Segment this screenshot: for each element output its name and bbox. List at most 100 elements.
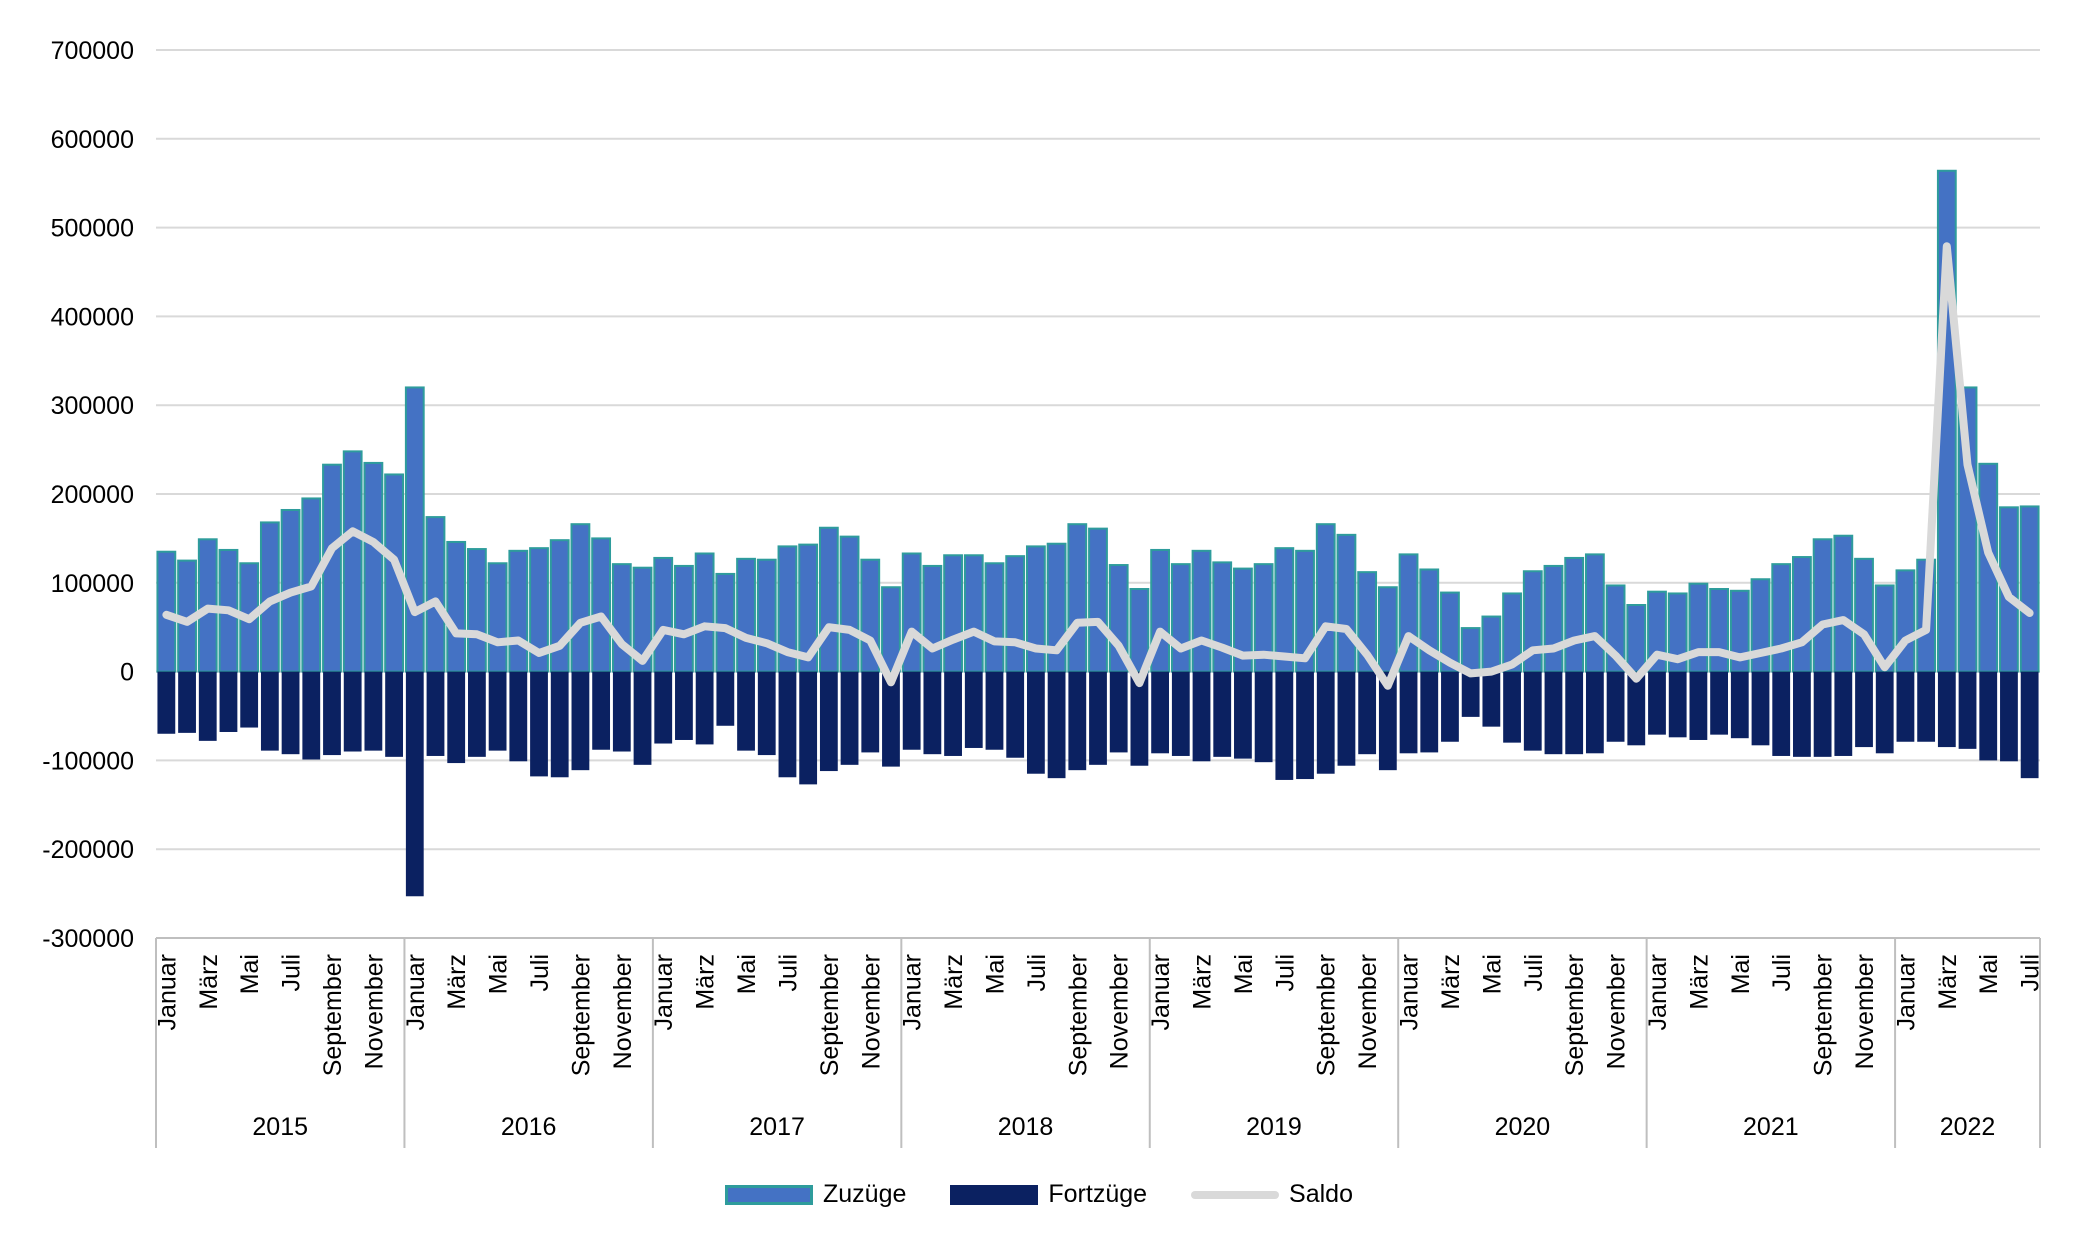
bar-fortzuege — [1151, 671, 1170, 754]
bar-fortzuege — [2000, 671, 2018, 762]
bar-zuzuege — [487, 562, 508, 673]
bar-fortzuege — [1793, 671, 1811, 757]
bar-zuzuege — [1895, 569, 1916, 673]
bar-fortzuege — [1006, 671, 1025, 758]
bar-fortzuege — [1234, 671, 1252, 759]
bar-zuzuege — [446, 540, 467, 673]
x-tick-label-month: Juli — [526, 954, 554, 992]
bar-zuzuege — [984, 562, 1005, 673]
bar-fortzuege — [1937, 671, 1956, 748]
x-tick-label-month: Januar — [402, 954, 430, 1030]
x-tick-label-month: Mai — [1975, 954, 2003, 994]
x-tick-label-month: November — [1851, 954, 1879, 1069]
x-tick-label-month: September — [1313, 954, 1341, 1076]
bar-zuzuege — [1460, 627, 1481, 673]
bar-series — [156, 169, 2040, 897]
legend-swatch-saldo — [1191, 1190, 1280, 1199]
bar-fortzuege — [1503, 671, 1521, 743]
bar-fortzuege — [592, 671, 611, 750]
bar-fortzuege — [778, 671, 797, 778]
bar-fortzuege — [1958, 671, 1977, 749]
y-tick-label: 400000 — [51, 303, 134, 331]
y-axis-tick-labels: 700000 600000 500000 400000 300000 200000 1000… — [42, 37, 134, 953]
bar-zuzuege — [1543, 564, 1564, 673]
bar-fortzuege — [1130, 671, 1149, 766]
bar-fortzuege — [1565, 671, 1584, 755]
x-tick-label-month: Juli — [278, 954, 306, 992]
bar-fortzuege — [219, 671, 238, 732]
bar-zuzuege — [1191, 549, 1212, 673]
x-tick-label-month: Juli — [1520, 954, 1548, 992]
y-tick-label: -200000 — [42, 836, 134, 864]
bar-fortzuege — [488, 671, 507, 751]
bar-fortzuege — [737, 671, 755, 751]
bar-fortzuege — [1068, 671, 1087, 771]
bar-zuzuege — [1771, 563, 1792, 673]
bar-zuzuege — [1005, 555, 1026, 673]
bar-fortzuege — [1461, 671, 1480, 717]
bar-fortzuege — [1689, 671, 1708, 740]
bar-zuzuege — [1792, 556, 1812, 673]
bar-zuzuege — [839, 535, 860, 673]
x-tick-label-month: Mai — [1478, 954, 1506, 994]
bar-fortzuege — [467, 671, 486, 757]
bar-zuzuege — [1833, 534, 1854, 673]
bar-zuzuege — [2019, 505, 2040, 673]
bar-zuzuege — [715, 572, 736, 673]
bar-fortzuege — [1482, 671, 1501, 727]
saldo-line-layer — [162, 242, 2034, 690]
bar-zuzuege — [1212, 561, 1233, 673]
x-tick-label-month: Mai — [485, 954, 513, 994]
bar-zuzuege — [1377, 586, 1398, 673]
bar-zuzuege — [943, 554, 963, 673]
x-tick-label-month: November — [1603, 954, 1631, 1069]
bar-fortzuege — [426, 671, 445, 756]
x-tick-label-month: Januar — [899, 954, 927, 1030]
bar-zuzuege — [1584, 553, 1605, 673]
bar-fortzuege — [1378, 671, 1397, 771]
x-tick-label-year: 2021 — [1743, 1113, 1799, 1141]
bar-fortzuege — [882, 671, 900, 767]
bar-zuzuege — [1854, 557, 1874, 673]
y-tick-label: 500000 — [51, 215, 134, 243]
x-tick-label-year: 2015 — [252, 1113, 308, 1141]
bar-zuzuege — [818, 526, 839, 673]
bar-zuzuege — [1481, 615, 1502, 673]
bar-fortzuege — [260, 671, 279, 751]
bar-fortzuege — [757, 671, 776, 756]
bar-fortzuege — [281, 671, 300, 755]
y-tick-label: 300000 — [51, 392, 134, 420]
bar-zuzuege — [1626, 604, 1647, 673]
legend-label-saldo: Saldo — [1289, 1180, 1353, 1208]
legend-item-fortzuege: Fortzüge — [950, 1180, 1147, 1209]
bar-zuzuege — [694, 552, 715, 673]
x-tick-label-month: Mai — [982, 954, 1010, 994]
bar-zuzuege — [1088, 527, 1108, 673]
bar-fortzuege — [302, 671, 321, 760]
legend-item-saldo: Saldo — [1191, 1180, 1353, 1209]
y-tick-label: -100000 — [42, 747, 134, 775]
bar-fortzuege — [944, 671, 962, 756]
bar-fortzuege — [799, 671, 818, 785]
bar-fortzuege — [1337, 671, 1356, 766]
bar-zuzuege — [1564, 556, 1585, 673]
x-tick-label-month: September — [319, 954, 347, 1076]
bar-zuzuege — [1067, 523, 1088, 673]
x-tick-label-month: März — [692, 954, 720, 1010]
bar-fortzuege — [178, 671, 196, 733]
bar-fortzuege — [385, 671, 403, 757]
bar-fortzuege — [1296, 671, 1314, 780]
x-tick-label-month: März — [1934, 954, 1962, 1010]
bar-fortzuege — [1979, 671, 1998, 761]
bar-fortzuege — [612, 671, 631, 752]
x-tick-label-month: November — [857, 954, 885, 1069]
bar-fortzuege — [1316, 671, 1335, 774]
x-tick-label-month: Juli — [775, 954, 803, 992]
y-tick-label: 0 — [120, 659, 134, 687]
x-tick-label-month: Januar — [650, 954, 678, 1030]
x-tick-label-month: September — [816, 954, 844, 1076]
x-tick-label-month: Mai — [236, 954, 264, 994]
bar-zuzuege — [508, 549, 529, 673]
bar-fortzuege — [1875, 671, 1894, 754]
